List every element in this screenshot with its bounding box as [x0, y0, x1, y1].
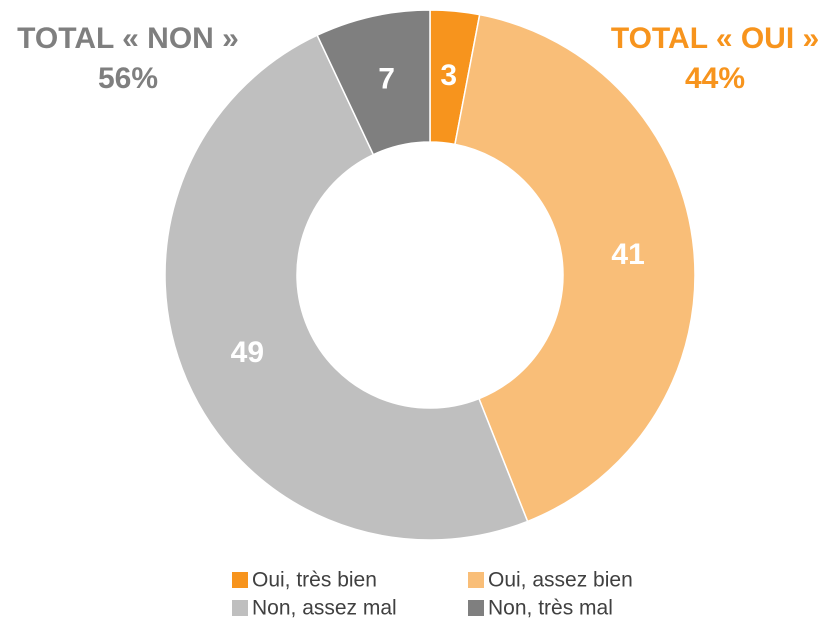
legend-swatch	[468, 572, 484, 588]
legend-label: Non, très mal	[488, 597, 613, 620]
donut-slice	[454, 13, 696, 523]
legend-swatch	[232, 572, 248, 588]
donut-slice	[316, 9, 431, 156]
legend-swatch	[468, 600, 484, 616]
legend-label: Non, assez mal	[252, 597, 397, 620]
legend-label: Oui, très bien	[252, 569, 377, 592]
legend-swatch	[232, 600, 248, 616]
data-label: 41	[611, 238, 644, 271]
data-label: 7	[378, 63, 395, 96]
annotation-value: 56%	[98, 62, 158, 95]
data-label: 49	[231, 336, 264, 369]
donut-slice	[164, 34, 529, 541]
annotation-title: TOTAL « OUI »	[611, 22, 819, 55]
legend-label: Oui, assez bien	[488, 569, 633, 592]
data-label: 3	[440, 59, 457, 92]
annotation-title: TOTAL « NON »	[17, 22, 239, 55]
annotation-value: 44%	[685, 62, 745, 95]
